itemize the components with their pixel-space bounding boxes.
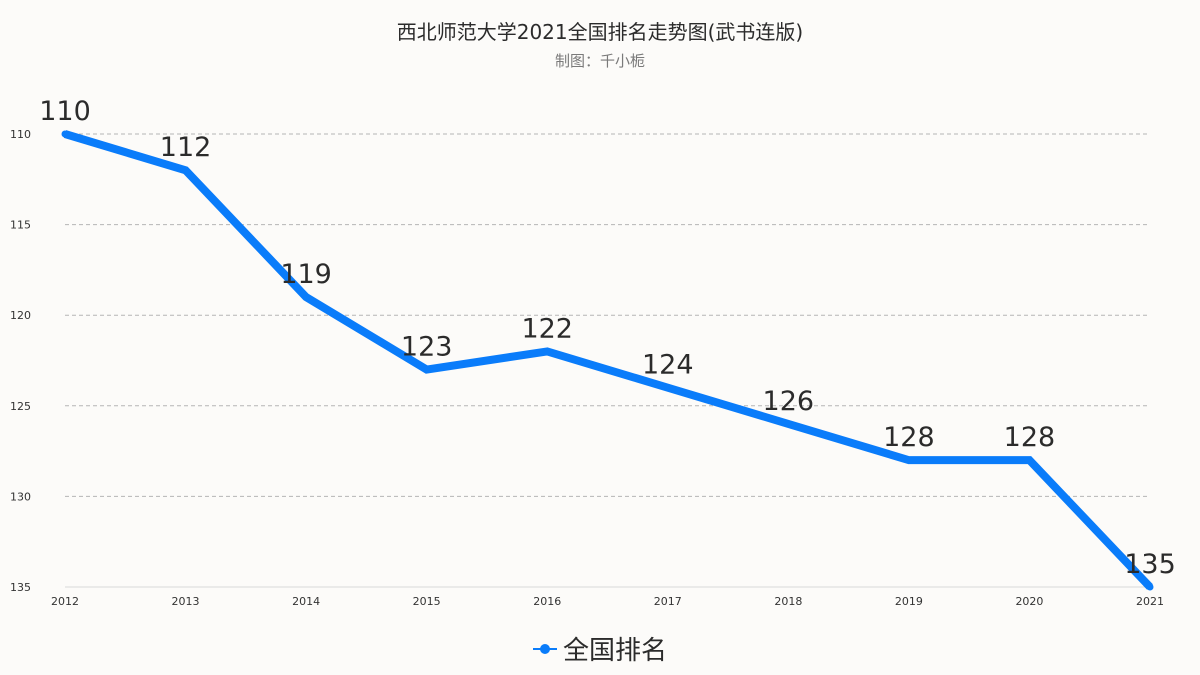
data-point[interactable] [1025,456,1033,464]
series-line [63,130,1153,590]
y-tick-label: 115 [10,219,31,232]
y-tick-label: 135 [10,581,31,594]
data-label: 123 [401,332,453,363]
data-label: 110 [39,96,91,127]
data-point[interactable] [61,130,69,138]
chart-subtitle: 制图：千小栀 [554,52,645,70]
data-label: 135 [1124,549,1176,580]
x-tick-label: 2015 [413,595,441,608]
data-point[interactable] [664,384,672,392]
data-point[interactable] [1146,583,1154,591]
x-tick-label: 2013 [172,595,200,608]
x-tick-label: 2021 [1136,595,1164,608]
y-tick-label: 120 [10,309,31,322]
x-tick-label: 2020 [1015,595,1043,608]
data-label: 128 [883,422,935,453]
x-tick-label: 2019 [895,595,923,608]
data-label: 126 [763,386,815,417]
legend-line-dot-icon [532,642,557,656]
grid-lines [65,133,1150,497]
x-tick-label: 2012 [51,595,79,608]
data-label: 124 [642,350,694,381]
data-label: 112 [160,132,212,163]
x-tick-label: 2018 [774,595,802,608]
data-labels: 110 112 119 123 122 124 126 128 128 135 [39,96,1176,580]
data-point[interactable] [543,347,551,355]
legend: 全国排名 [0,630,1200,667]
data-point[interactable] [784,420,792,428]
data-point[interactable] [182,166,190,174]
data-point[interactable] [905,456,913,464]
x-tick-label: 2016 [533,595,561,608]
legend-label: 全国排名 [562,636,667,666]
y-tick-label: 110 [10,128,31,141]
series [61,130,1154,591]
legend-item-series-0[interactable]: 全国排名 [532,630,667,667]
y-tick-label: 125 [10,400,31,413]
y-tick-label: 130 [10,490,31,503]
axes: 110 115 120 125 130 135 2012 2013 2014 2015 2016 20… [10,128,1164,608]
x-tick-label: 2017 [654,595,682,608]
data-point[interactable] [302,293,310,301]
data-label: 128 [1004,422,1056,453]
data-label: 119 [280,259,332,290]
data-point[interactable] [423,366,431,374]
x-tick-label: 2014 [292,595,320,608]
chart-title: 西北师范大学2021全国排名走势图(武书连版) [396,20,804,44]
data-label: 122 [521,313,573,344]
